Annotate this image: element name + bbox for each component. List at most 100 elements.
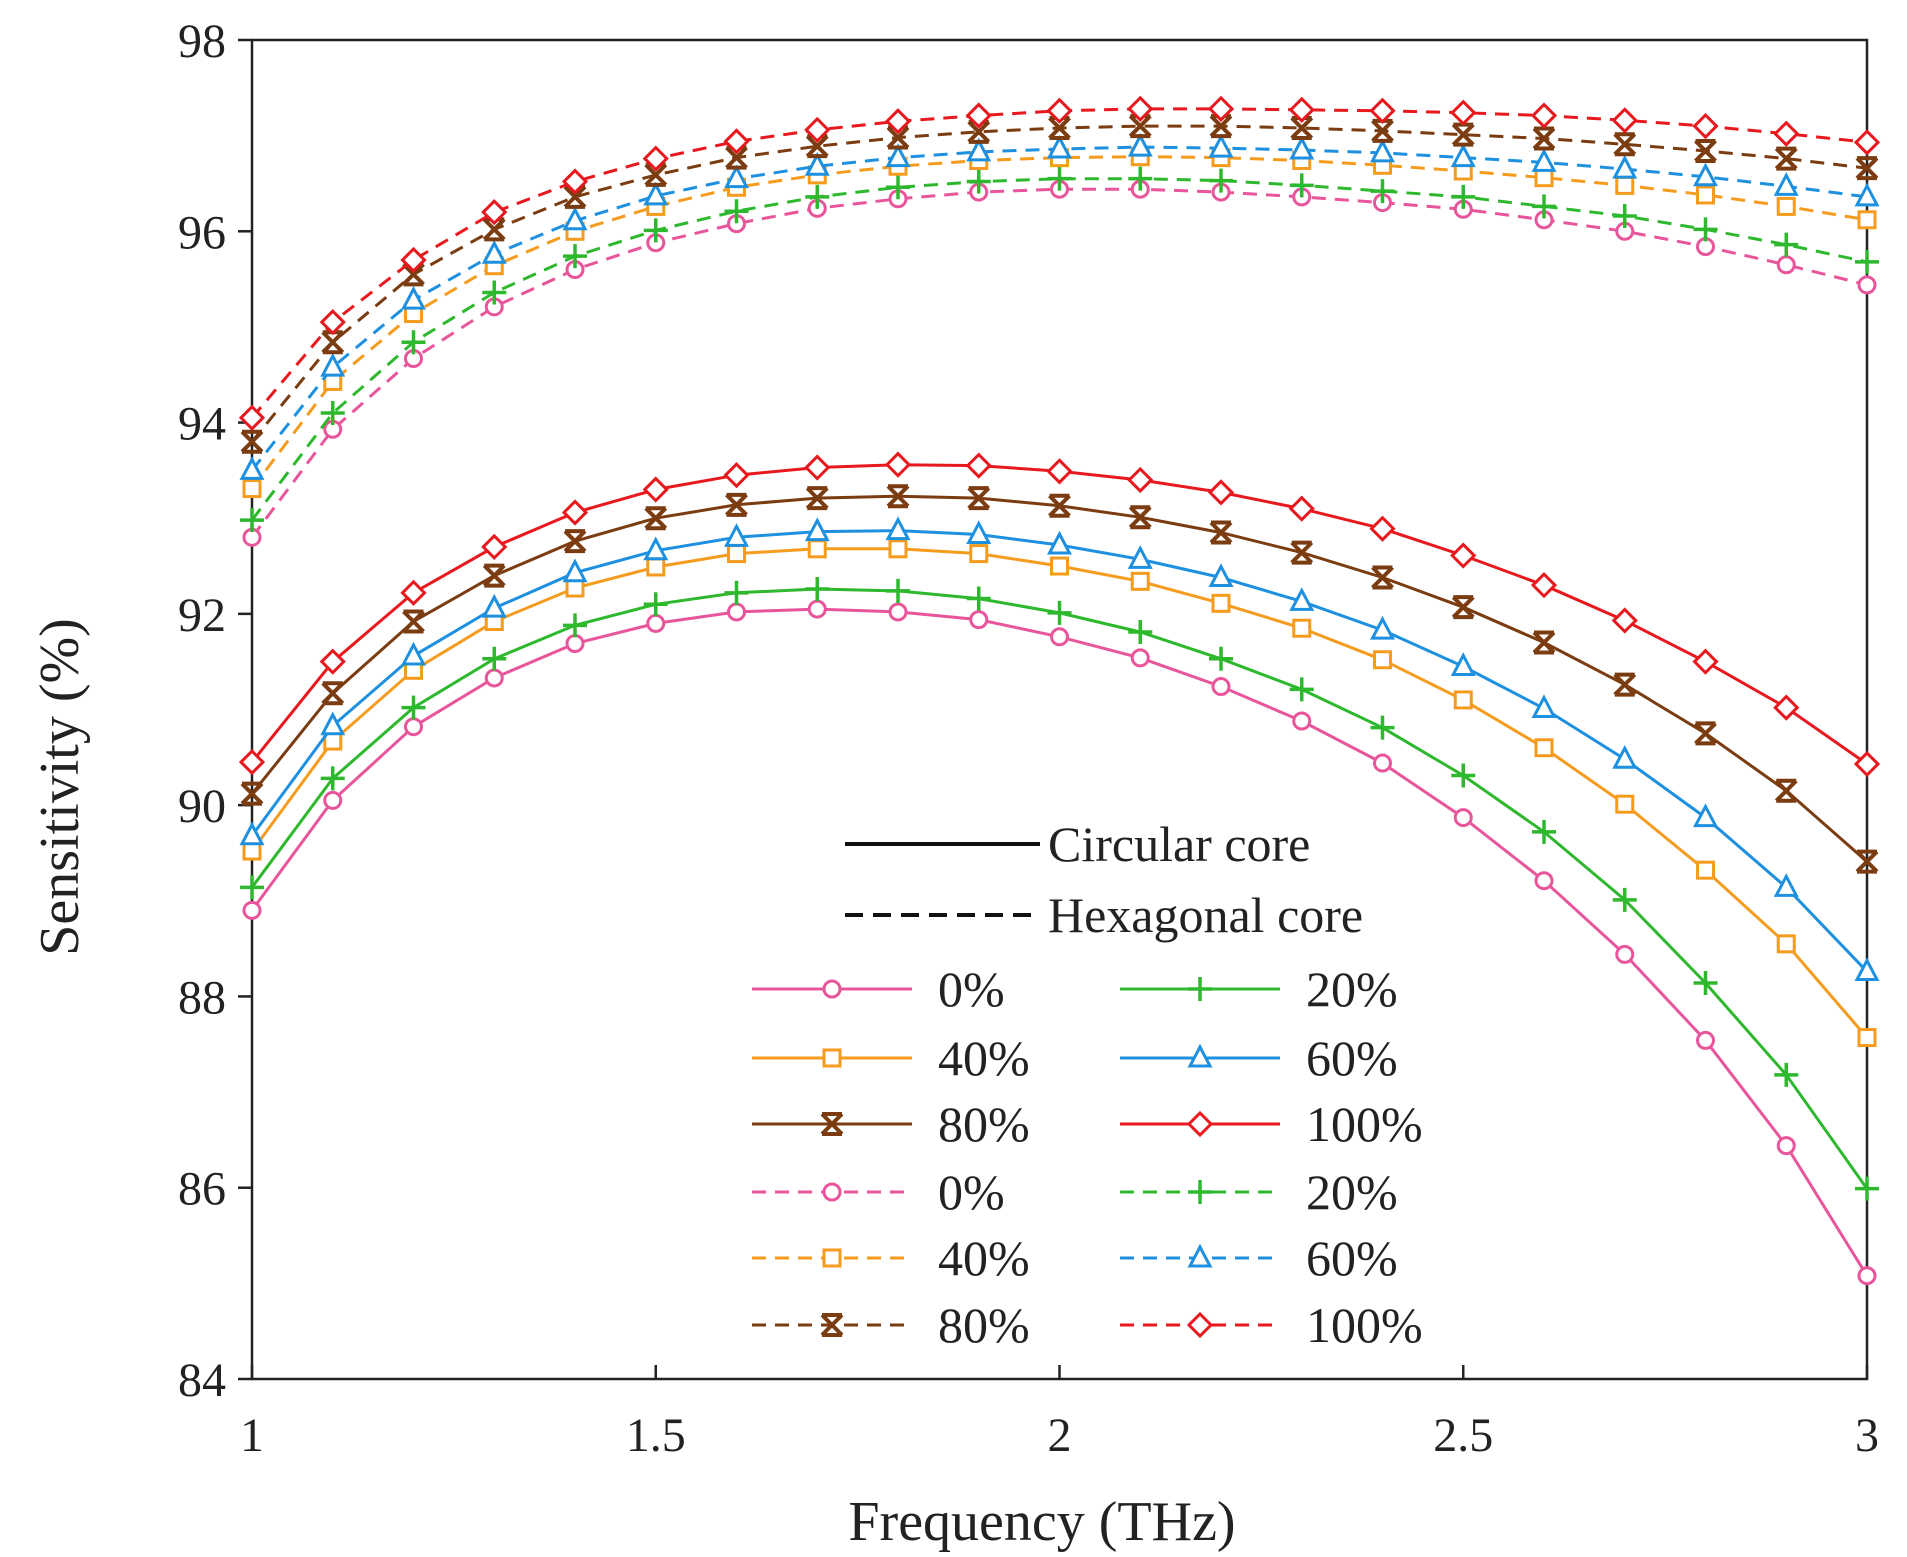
data-point [885, 143, 911, 168]
legend-marker [1187, 1243, 1213, 1268]
data-point [1289, 173, 1314, 198]
data-point [1289, 677, 1314, 702]
data-point [643, 536, 669, 561]
data-point [1207, 479, 1235, 506]
data-point [1534, 168, 1554, 188]
data-point [242, 841, 262, 861]
data-point [238, 404, 266, 431]
data-point [1451, 184, 1476, 209]
data-point [967, 119, 991, 144]
data-point [1370, 138, 1395, 163]
data-point [1128, 505, 1152, 530]
data-point [242, 900, 262, 920]
y-tick-label: 92 [178, 589, 226, 642]
data-point [1612, 154, 1638, 179]
legend-series-label: 80% [938, 1096, 1030, 1152]
series-layer [238, 95, 1881, 1286]
data-point [321, 681, 345, 706]
data-point [804, 517, 830, 542]
data-point [1773, 694, 1800, 721]
data-point [1612, 887, 1637, 912]
series-line [250, 177, 1868, 522]
data-point [1290, 115, 1314, 140]
data-point [1369, 515, 1396, 542]
data-point [565, 634, 585, 654]
data-point [1369, 97, 1396, 124]
data-point [643, 218, 668, 243]
data-point [966, 169, 991, 194]
data-point [1451, 763, 1476, 788]
data-point [965, 102, 992, 129]
data-point [1615, 794, 1635, 814]
data-point [1127, 132, 1153, 157]
data-point [402, 262, 425, 287]
data-point [1292, 618, 1312, 638]
data-point [1451, 595, 1475, 620]
series-line [250, 155, 1868, 490]
data-point [644, 506, 668, 531]
legend-series-label: 40% [938, 1030, 1030, 1086]
data-point [1128, 620, 1153, 645]
data-point [1693, 162, 1718, 187]
data-point [1209, 646, 1233, 671]
data-point [240, 429, 264, 454]
data-point [1373, 753, 1392, 773]
data-point [1694, 138, 1717, 163]
data-point [967, 486, 991, 511]
data-point [642, 476, 669, 503]
data-point [240, 781, 264, 806]
data-point [1774, 1062, 1799, 1087]
data-point [1208, 133, 1234, 158]
series-hexagonal-20pct [240, 166, 1879, 533]
data-point [1373, 650, 1392, 670]
legend-marker [1187, 1043, 1213, 1068]
data-point [1696, 185, 1715, 205]
data-point [562, 558, 588, 583]
x-tick-label: 2 [1048, 1409, 1072, 1462]
data-point [1611, 107, 1638, 134]
data-point [482, 646, 507, 671]
data-point [727, 602, 746, 622]
data-point [1453, 690, 1473, 710]
data-point [1694, 721, 1717, 746]
data-point [319, 309, 346, 336]
series-circular-20pct [240, 576, 1879, 1201]
data-point [646, 557, 666, 577]
data-point [1128, 166, 1153, 191]
data-point [1693, 971, 1718, 996]
data-point [1048, 493, 1071, 518]
data-point [1693, 803, 1718, 828]
data-point [482, 217, 506, 242]
legend-marker [1186, 1311, 1214, 1339]
legend-series-label: 60% [1306, 1030, 1398, 1086]
data-point [1773, 873, 1799, 897]
legend-marker [822, 979, 842, 999]
data-point [724, 199, 749, 224]
data-point [1776, 934, 1796, 954]
legend-series-label: 80% [938, 1297, 1030, 1353]
data-point [1371, 118, 1394, 143]
series-hexagonal-100pct [238, 95, 1881, 431]
data-point [1288, 96, 1315, 123]
data-point [1534, 738, 1554, 758]
data-point [884, 108, 912, 135]
data-point [323, 790, 343, 810]
data-point [1371, 565, 1394, 590]
data-point [1127, 95, 1154, 122]
data-point [1531, 148, 1557, 172]
data-point [1853, 750, 1881, 778]
x-tick-label: 3 [1855, 1409, 1879, 1462]
legend-marker [820, 1112, 844, 1136]
data-point [1450, 652, 1476, 676]
x-tick-label: 2.5 [1433, 1409, 1493, 1462]
data-point [319, 648, 346, 675]
data-point [401, 285, 426, 310]
data-point [562, 206, 588, 231]
data-point [1530, 102, 1558, 129]
data-point [642, 145, 669, 172]
data-point [1855, 849, 1879, 874]
data-point [239, 456, 265, 480]
series-circular-100pct [238, 451, 1881, 778]
data-point [1209, 168, 1233, 193]
